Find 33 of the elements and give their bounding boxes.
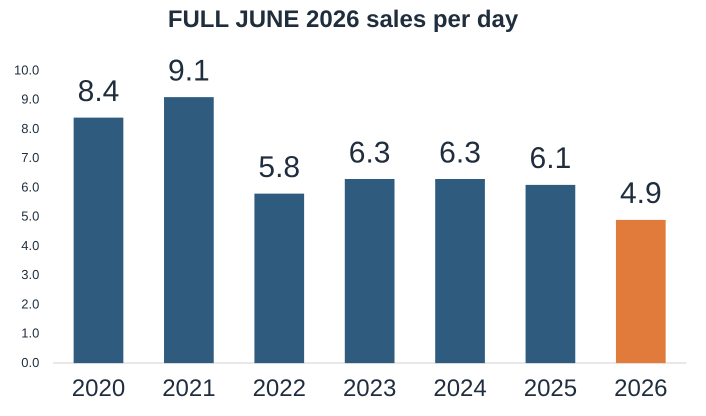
bar — [164, 97, 214, 364]
y-tick-label: 0.0 — [21, 354, 40, 370]
data-label: 6.3 — [439, 136, 481, 170]
y-tick-label: 3.0 — [21, 267, 40, 282]
x-tick-label: 2025 — [524, 375, 578, 402]
x-tick-label: 2021 — [162, 375, 216, 402]
x-tick-label: 2022 — [252, 375, 306, 402]
bar — [526, 184, 576, 364]
bar — [616, 220, 666, 364]
bar — [435, 178, 485, 364]
y-tick-label: 9.0 — [21, 92, 40, 107]
y-tick-label: 2.0 — [21, 296, 40, 312]
y-tick-label: 1.0 — [21, 326, 40, 341]
x-tick-label: 2020 — [72, 375, 126, 402]
chart-title: FULL JUNE 2026 sales per day — [168, 6, 519, 34]
bar — [254, 194, 304, 364]
data-label: 6.3 — [348, 136, 391, 170]
x-tick-label: 2026 — [614, 375, 668, 402]
data-label: 5.8 — [258, 150, 300, 184]
bar — [74, 118, 124, 364]
x-tick-label: 2023 — [342, 375, 396, 402]
data-label: 6.1 — [530, 142, 572, 176]
y-tick-label: 5.0 — [21, 208, 40, 224]
y-tick-label: 4.0 — [21, 238, 40, 253]
y-tick-label: 7.0 — [21, 150, 40, 166]
data-label: 8.4 — [78, 74, 120, 108]
bar — [344, 178, 395, 364]
y-tick-label: 10.0 — [14, 62, 40, 78]
y-tick-label: 6.0 — [21, 179, 40, 194]
x-tick-label: 2024 — [433, 375, 487, 402]
data-label: 9.1 — [168, 54, 210, 88]
y-tick-label: 8.0 — [21, 120, 40, 136]
data-label: 4.9 — [620, 177, 662, 210]
